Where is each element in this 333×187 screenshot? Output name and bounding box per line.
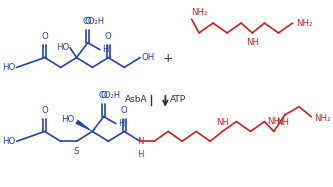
Text: NH₂: NH₂: [314, 114, 330, 123]
Text: S: S: [74, 147, 79, 156]
Text: H: H: [102, 45, 108, 54]
Text: +: +: [163, 52, 173, 65]
Text: NH₂: NH₂: [267, 117, 284, 126]
Text: AsbA: AsbA: [125, 95, 148, 104]
Text: H: H: [118, 119, 124, 128]
Text: ATP: ATP: [170, 95, 186, 104]
Polygon shape: [75, 119, 93, 132]
Text: O: O: [105, 32, 112, 41]
Text: HO: HO: [61, 115, 75, 124]
Text: HO: HO: [56, 43, 69, 52]
Text: NH₂: NH₂: [191, 8, 208, 17]
Text: O: O: [41, 32, 48, 41]
Text: CO₂H: CO₂H: [82, 17, 105, 26]
Text: NH: NH: [216, 117, 229, 126]
Text: N: N: [137, 137, 143, 146]
Text: HO: HO: [3, 137, 16, 146]
Text: O: O: [121, 106, 128, 115]
Text: H: H: [137, 150, 143, 159]
Text: O: O: [85, 17, 91, 26]
Text: HO: HO: [3, 63, 16, 72]
Text: O: O: [100, 91, 107, 100]
Text: O: O: [41, 106, 48, 115]
Text: NH: NH: [246, 38, 259, 47]
Text: OH: OH: [142, 53, 155, 62]
Text: NH: NH: [276, 118, 289, 127]
Text: NH₂: NH₂: [296, 19, 313, 27]
Text: CO₂H: CO₂H: [98, 91, 120, 100]
